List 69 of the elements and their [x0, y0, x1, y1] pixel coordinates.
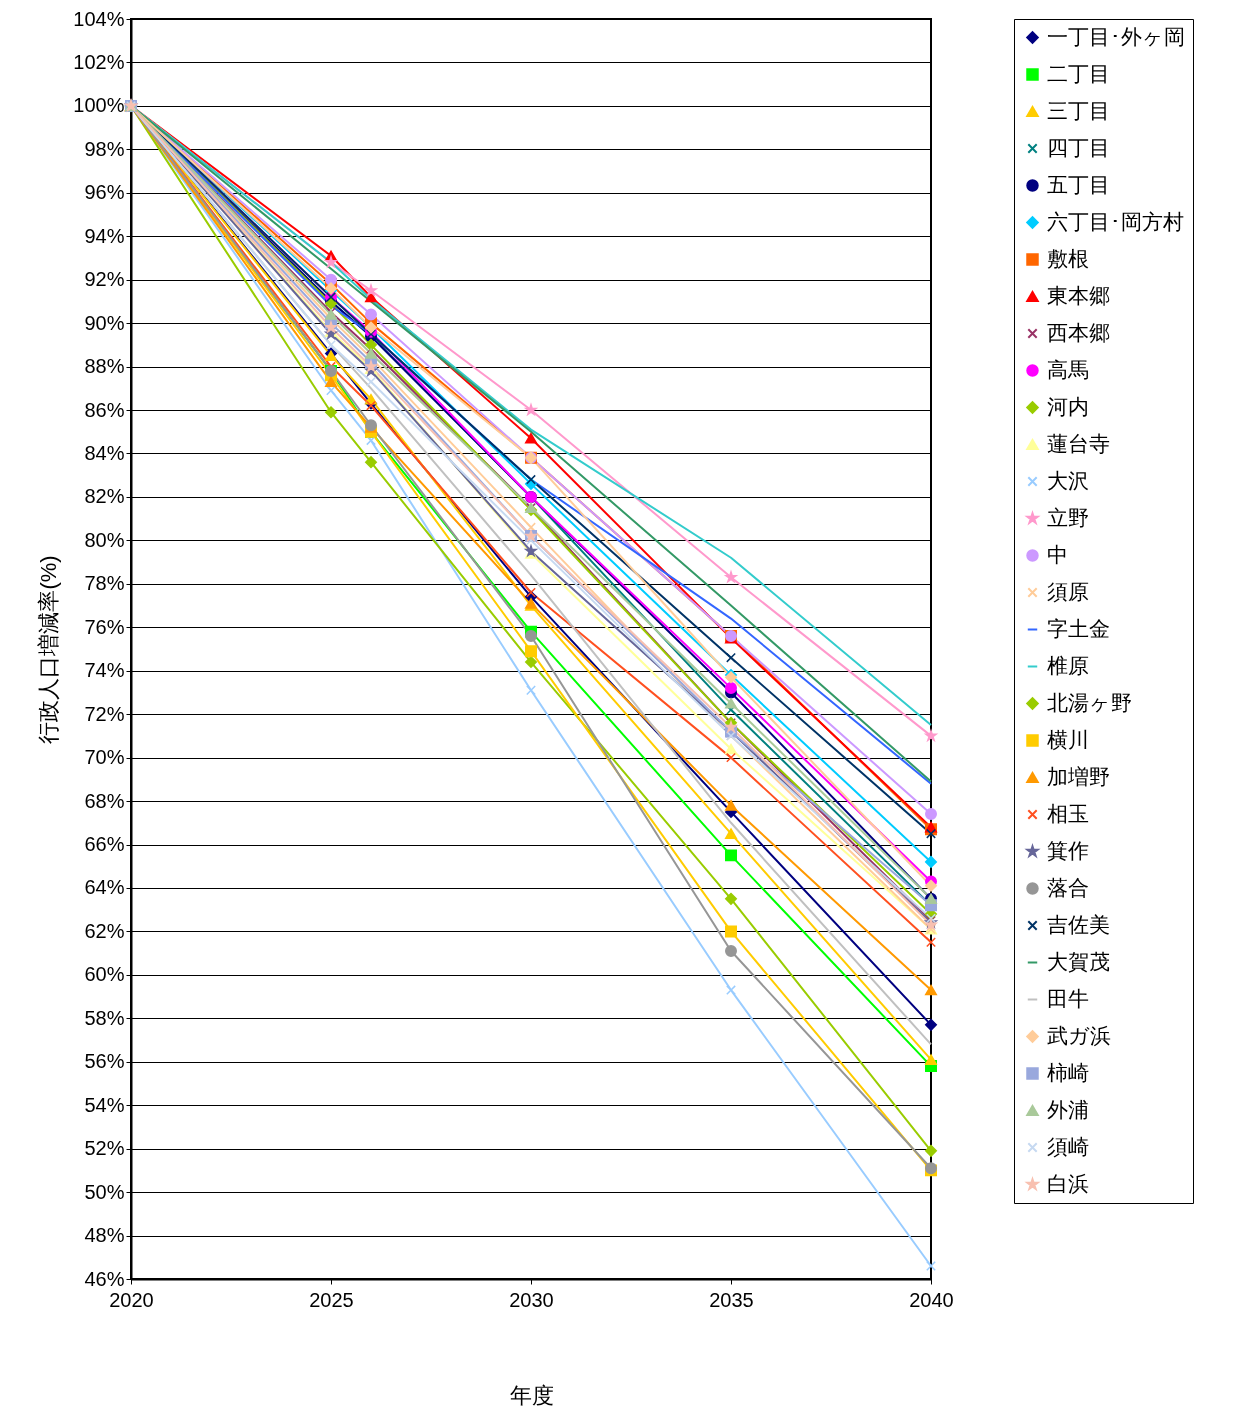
y-tick-label: 96%	[84, 181, 125, 204]
y-tick-label: 98%	[84, 137, 125, 160]
x-axis-title: 年度	[509, 1382, 554, 1408]
legend-label: 武ガ浜	[1047, 1023, 1111, 1047]
y-tick-label: 82%	[84, 485, 125, 508]
y-tick-label: 64%	[84, 876, 125, 899]
legend-label: 二丁目	[1047, 61, 1110, 85]
legend-label: 箕作	[1047, 838, 1089, 862]
y-tick-label: 60%	[84, 963, 125, 986]
y-tick-label: 84%	[84, 441, 125, 464]
x-tick-label: 2040	[909, 1288, 954, 1311]
legend-label: 椎原	[1047, 653, 1089, 677]
y-tick-label: 66%	[84, 833, 125, 856]
legend-label: 田牛	[1047, 986, 1089, 1010]
legend-label: 中	[1047, 542, 1068, 566]
legend-label: 五丁目	[1047, 172, 1110, 196]
y-tick-label: 58%	[84, 1006, 125, 1029]
y-tick-label: 92%	[84, 268, 125, 291]
y-tick-label: 46%	[84, 1267, 125, 1290]
x-tick-label: 2025	[309, 1288, 354, 1311]
legend-label: 立野	[1047, 505, 1089, 529]
y-tick-label: 78%	[84, 572, 125, 595]
y-tick-label: 68%	[84, 789, 125, 812]
legend-label: 四丁目	[1047, 135, 1110, 159]
y-tick-label: 62%	[84, 919, 125, 942]
y-tick-label: 88%	[84, 355, 125, 378]
y-axis-title: 行政人口増減率(%)	[36, 555, 62, 744]
y-tick-label: 52%	[84, 1137, 125, 1160]
x-tick-label: 2020	[109, 1288, 154, 1311]
legend-label: 柿崎	[1047, 1060, 1089, 1084]
legend-label: 東本郷	[1047, 283, 1110, 307]
legend-label: 河内	[1047, 394, 1089, 418]
y-tick-label: 94%	[84, 224, 125, 247]
legend-label: 蓮台寺	[1047, 431, 1110, 455]
y-tick-label: 104%	[73, 7, 125, 30]
legend-label: 横川	[1047, 727, 1089, 751]
legend-label: 相玉	[1047, 801, 1089, 825]
legend-label: 北湯ヶ野	[1047, 690, 1132, 714]
y-tick-label: 72%	[84, 702, 125, 725]
legend-label: 白浜	[1047, 1171, 1089, 1195]
legend-label: 西本郷	[1047, 320, 1110, 344]
y-tick-label: 56%	[84, 1050, 125, 1073]
y-tick-label: 102%	[73, 50, 125, 73]
y-tick-label: 76%	[84, 615, 125, 638]
legend-label: 一丁目･外ヶ岡	[1047, 24, 1185, 48]
legend-label: 吉佐美	[1047, 912, 1110, 936]
y-tick-label: 100%	[73, 94, 125, 117]
legend-label: 須崎	[1047, 1134, 1089, 1158]
legend-label: 須原	[1047, 579, 1089, 603]
y-tick-label: 50%	[84, 1180, 125, 1203]
y-tick-label: 80%	[84, 528, 125, 551]
legend-label: 高馬	[1047, 357, 1089, 381]
legend-label: 大沢	[1047, 468, 1089, 492]
legend-label: 加増野	[1047, 764, 1110, 788]
y-tick-label: 48%	[84, 1224, 125, 1247]
x-tick-label: 2035	[709, 1288, 754, 1311]
legend-label: 落合	[1047, 875, 1089, 899]
legend-label: 三丁目	[1047, 98, 1110, 122]
legend-label: 敷根	[1047, 246, 1089, 270]
legend-label: 外浦	[1047, 1097, 1089, 1121]
y-tick-label: 90%	[84, 311, 125, 334]
y-tick-label: 70%	[84, 746, 125, 769]
x-tick-label: 2030	[509, 1288, 554, 1311]
y-tick-label: 54%	[84, 1093, 125, 1116]
legend-label: 字土金	[1047, 616, 1110, 640]
legend-label: 大賀茂	[1047, 949, 1110, 973]
y-tick-label: 74%	[84, 659, 125, 682]
y-tick-label: 86%	[84, 398, 125, 421]
legend-label: 六丁目･岡方村	[1047, 209, 1184, 233]
